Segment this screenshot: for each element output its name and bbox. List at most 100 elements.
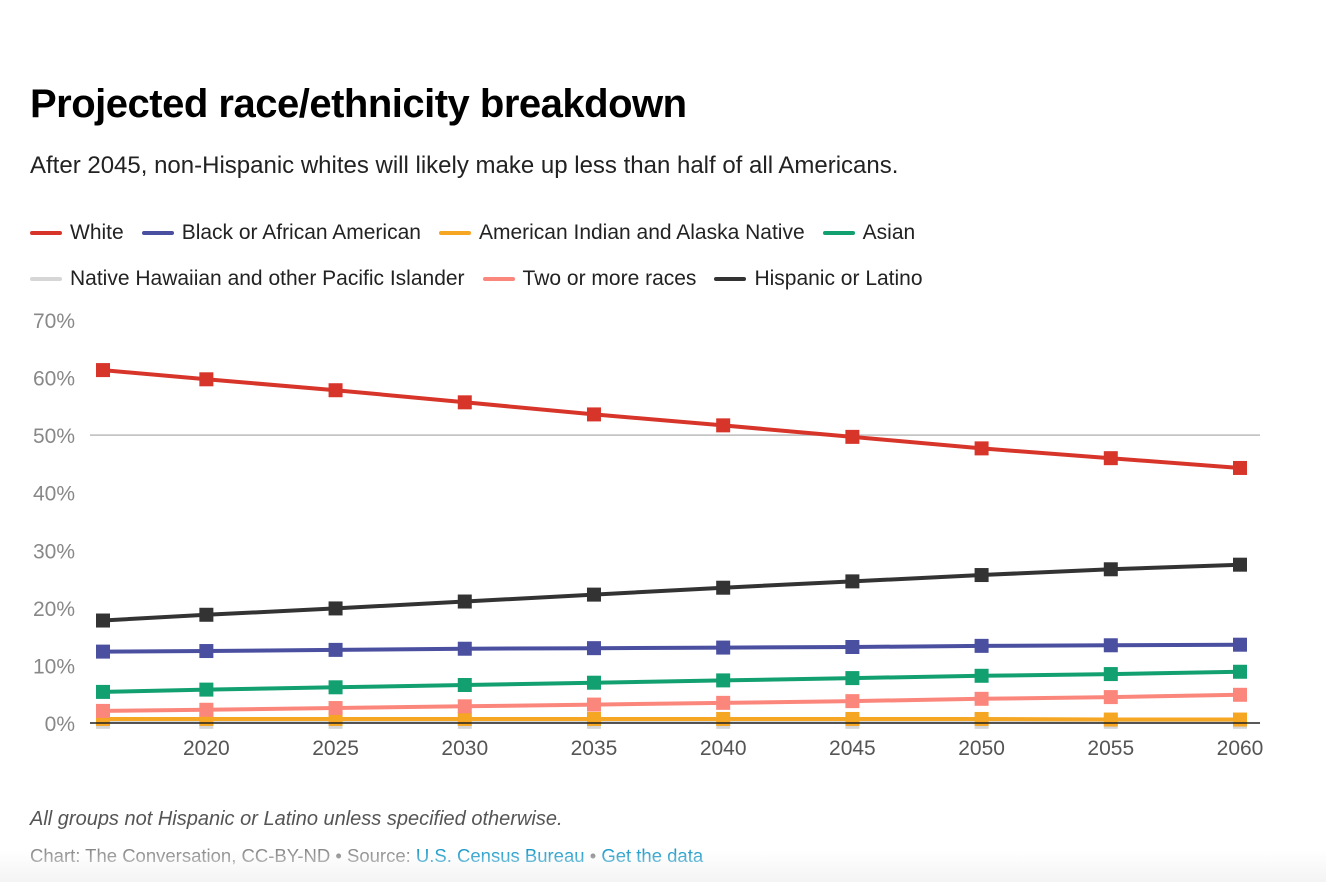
data-point-two-or-more-races [974, 691, 989, 706]
y-tick-label: 70% [33, 310, 75, 333]
data-point-black-or-african-american [199, 644, 214, 659]
data-point-black-or-african-american [457, 641, 472, 656]
data-point-american-indian-and-alaska-native [1233, 712, 1247, 727]
series-line-black-or-african-american [102, 642, 1241, 654]
legend-label: Asian [862, 221, 916, 244]
data-point-asian [96, 684, 110, 699]
data-point-white [1233, 460, 1247, 475]
data-point-black-or-african-american [1233, 637, 1247, 652]
series-line-white [102, 368, 1241, 470]
legend-label: White [70, 221, 124, 244]
data-point-black-or-african-american [716, 640, 731, 655]
legend-swatch-hispanic [714, 277, 747, 281]
data-point-two-or-more-races [96, 703, 110, 718]
legend-swatch-two-or-more [482, 277, 515, 281]
chart-title: Projected race/ethnicity breakdown [30, 82, 687, 126]
data-point-white [1103, 451, 1118, 466]
data-point-asian [1233, 664, 1247, 679]
x-tick-label: 2045 [829, 737, 876, 760]
get-data-link[interactable]: Get the data [601, 845, 704, 866]
series-line-american-indian-and-alaska-native [103, 717, 1240, 722]
legend-swatch-nhpi [30, 277, 62, 281]
source-link[interactable]: U.S. Census Bureau [415, 845, 585, 866]
footer-source: Chart: The Conversation, CC-BY-ND • Sour… [30, 845, 703, 867]
x-tick-label: 2020 [183, 737, 230, 760]
data-point-american-indian-and-alaska-native [845, 711, 860, 726]
legend-item-black[interactable]: Black or African American [141, 221, 421, 245]
footer-credit: Chart: The Conversation, CC-BY-ND [30, 845, 331, 866]
legend-item-asian[interactable]: Asian [822, 221, 916, 245]
data-point-white [96, 363, 110, 378]
data-point-white [199, 372, 214, 387]
legend-item-white[interactable]: White [30, 221, 124, 245]
data-point-two-or-more-races [328, 701, 343, 716]
data-point-black-or-african-american [974, 638, 989, 653]
data-point-white [586, 407, 601, 422]
y-tick-label: 60% [33, 368, 75, 391]
legend-row-1: White Black or African American American… [30, 210, 1070, 256]
data-point-hispanic-or-latino [1103, 562, 1118, 577]
data-point-asian [328, 680, 343, 695]
data-point-asian [586, 675, 601, 690]
footer-note: All groups not Hispanic or Latino unless… [30, 808, 563, 830]
data-point-asian [457, 678, 472, 693]
data-point-white [845, 429, 860, 444]
data-point-hispanic-or-latino [1233, 557, 1247, 572]
x-tick-label: 2030 [441, 737, 488, 760]
data-point-asian [199, 682, 214, 697]
data-point-black-or-african-american [328, 642, 343, 657]
legend: White Black or African American American… [30, 210, 1070, 302]
data-point-hispanic-or-latino [974, 568, 989, 583]
data-point-hispanic-or-latino [716, 580, 731, 595]
data-point-black-or-african-american [96, 644, 110, 659]
x-tick-label: 2060 [1217, 737, 1264, 760]
data-point-white [974, 441, 989, 456]
legend-item-aian[interactable]: American Indian and Alaska Native [438, 221, 805, 245]
data-point-black-or-african-american [586, 641, 601, 656]
chart-subtitle: After 2045, non-Hispanic whites will lik… [30, 152, 899, 179]
data-point-two-or-more-races [845, 694, 860, 709]
legend-swatch-aian [438, 231, 471, 235]
series-line-asian [102, 669, 1241, 694]
data-point-two-or-more-races [586, 697, 601, 712]
legend-row-2: Native Hawaiian and other Pacific Island… [30, 256, 1070, 302]
data-point-american-indian-and-alaska-native [1103, 712, 1118, 727]
x-tick-label: 2040 [700, 737, 747, 760]
line-chart: 0% 10% 20% 30% 40% 50% 60% 70% 2020 2025 2030 2035 2… [33, 310, 1264, 760]
legend-label: American Indian and Alaska Native [478, 221, 805, 244]
data-point-asian [845, 671, 860, 686]
data-point-asian [716, 673, 731, 688]
data-point-hispanic-or-latino [199, 607, 214, 622]
data-point-hispanic-or-latino [457, 594, 472, 609]
data-point-two-or-more-races [1233, 687, 1247, 702]
data-point-american-indian-and-alaska-native [586, 711, 601, 726]
data-point-white [457, 395, 472, 410]
legend-label: Native Hawaiian and other Pacific Island… [70, 267, 465, 290]
data-point-american-indian-and-alaska-native [716, 711, 731, 726]
data-point-asian [974, 668, 989, 683]
data-point-two-or-more-races [199, 702, 214, 717]
footer-separator: • [330, 845, 347, 866]
data-point-hispanic-or-latino [586, 587, 601, 602]
legend-swatch-black [141, 231, 174, 235]
legend-item-nhpi[interactable]: Native Hawaiian and other Pacific Island… [30, 267, 465, 291]
data-point-white [328, 383, 343, 398]
footer-separator: • [584, 845, 602, 866]
x-tick-label: 2025 [312, 737, 359, 760]
data-point-hispanic-or-latino [328, 601, 343, 616]
legend-item-two-or-more[interactable]: Two or more races [482, 267, 697, 291]
data-point-two-or-more-races [1103, 690, 1118, 705]
y-tick-label: 30% [33, 540, 75, 563]
x-tick-label: 2035 [571, 737, 618, 760]
legend-label: Black or African American [181, 221, 421, 244]
legend-label: Hispanic or Latino [754, 267, 923, 290]
data-point-black-or-african-american [845, 640, 860, 655]
series-line-hispanic-or-latino [102, 562, 1241, 623]
x-tick-label: 2050 [958, 737, 1005, 760]
data-point-hispanic-or-latino [96, 613, 110, 628]
legend-item-hispanic[interactable]: Hispanic or Latino [714, 267, 923, 291]
y-tick-label: 50% [33, 425, 75, 448]
legend-label: Two or more races [522, 267, 697, 290]
data-point-black-or-african-american [1103, 638, 1118, 653]
data-point-white [716, 418, 731, 433]
